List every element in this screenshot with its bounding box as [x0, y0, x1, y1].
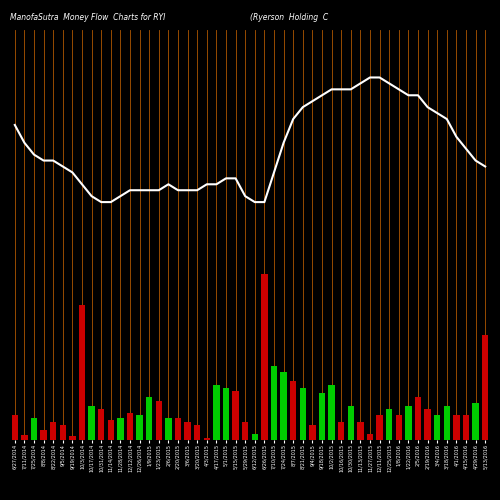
Bar	[290, 381, 296, 440]
Bar	[386, 409, 392, 440]
Bar	[146, 397, 152, 440]
Bar	[482, 336, 488, 440]
Bar	[463, 416, 469, 440]
Bar	[184, 422, 190, 440]
Bar	[280, 372, 286, 440]
Bar	[415, 397, 421, 440]
Bar	[223, 388, 229, 440]
Bar	[22, 435, 28, 440]
Bar	[376, 416, 382, 440]
Bar	[472, 403, 478, 440]
Bar	[262, 274, 268, 440]
Text: ManofaSutra  Money Flow  Charts for RYI: ManofaSutra Money Flow Charts for RYI	[10, 12, 166, 22]
Bar	[396, 416, 402, 440]
Bar	[242, 422, 248, 440]
Bar	[12, 416, 18, 440]
Bar	[166, 418, 172, 440]
Bar	[194, 425, 200, 440]
Bar	[127, 413, 133, 440]
Bar	[424, 409, 430, 440]
Bar	[31, 418, 37, 440]
Bar	[271, 366, 277, 440]
Bar	[108, 420, 114, 440]
Bar	[232, 391, 238, 440]
Bar	[214, 384, 220, 440]
Bar	[98, 409, 104, 440]
Bar	[156, 400, 162, 440]
Bar	[175, 418, 181, 440]
Bar	[434, 416, 440, 440]
Bar	[367, 434, 373, 440]
Bar	[319, 394, 325, 440]
Bar	[40, 430, 46, 440]
Bar	[328, 384, 334, 440]
Bar	[338, 422, 344, 440]
Bar	[50, 422, 56, 440]
Bar	[444, 406, 450, 440]
Bar	[300, 388, 306, 440]
Bar	[406, 406, 411, 440]
Bar	[310, 425, 316, 440]
Bar	[136, 416, 142, 440]
Bar	[454, 416, 460, 440]
Bar	[252, 434, 258, 440]
Bar	[118, 418, 124, 440]
Bar	[79, 304, 85, 440]
Text: (Ryerson  Holding  C: (Ryerson Holding C	[250, 12, 328, 22]
Bar	[358, 422, 364, 440]
Bar	[88, 406, 94, 440]
Bar	[204, 438, 210, 440]
Bar	[60, 425, 66, 440]
Bar	[348, 406, 354, 440]
Bar	[70, 436, 75, 440]
